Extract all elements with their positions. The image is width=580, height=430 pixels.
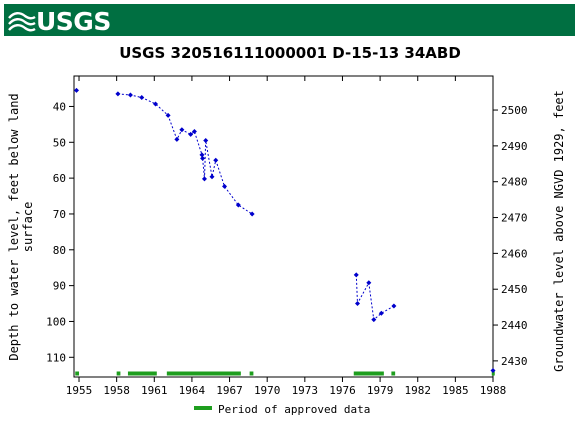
approved-period-bar	[391, 371, 396, 376]
y-axis-right: 2430 2440 2450 2460 2470 2480 2490 2500	[493, 104, 528, 368]
y-right-tick-label: 2470	[501, 212, 528, 225]
y-right-tick-label: 2490	[501, 140, 528, 153]
legend: Period of approved data	[194, 403, 370, 416]
x-axis: 1955 1958 1961 1964 1967 1970 1973 1976 1979 1982…	[66, 76, 506, 397]
data-point	[201, 176, 207, 182]
x-tick-label: 1961	[141, 384, 168, 397]
y-right-tick-label: 2430	[501, 355, 528, 368]
approved-period-bar	[166, 371, 241, 376]
data-point	[127, 92, 133, 98]
y-axis-left: 40 50 60 70 80 90 100 110	[46, 100, 74, 364]
y-right-tick-label: 2460	[501, 247, 528, 260]
series-points	[74, 87, 496, 374]
y-axis-right-title: Groundwater level above NGVD 1929, feet	[552, 90, 566, 372]
data-point	[249, 211, 255, 217]
data-point	[200, 155, 206, 161]
y-left-tick-label: 100	[46, 315, 66, 328]
x-tick-label: 1967	[216, 384, 243, 397]
usgs-header-bar: USGS	[4, 4, 575, 36]
x-tick-label: 1976	[329, 384, 356, 397]
series-connectors	[117, 93, 395, 321]
y-left-tick-label: 70	[53, 208, 66, 221]
chart-title: USGS 320516111000001 D-15-13 34ABD	[119, 44, 461, 62]
data-point	[191, 129, 197, 135]
data-point	[378, 310, 384, 316]
y-left-tick-label: 60	[53, 172, 66, 185]
data-point	[391, 303, 397, 309]
data-point	[235, 202, 241, 208]
data-point	[209, 174, 215, 180]
y-left-tick-label: 80	[53, 244, 66, 257]
y-right-tick-label: 2440	[501, 319, 528, 332]
legend-label: Period of approved data	[218, 403, 370, 416]
plot-area-frame	[73, 75, 494, 378]
approved-period-bar	[491, 371, 495, 376]
approved-periods	[75, 371, 495, 376]
x-tick-label: 1979	[367, 384, 394, 397]
approved-period-bar	[353, 371, 384, 376]
data-point	[188, 131, 194, 137]
usgs-logo-text: USGS	[36, 7, 111, 36]
data-point	[213, 157, 219, 163]
data-point	[199, 152, 205, 158]
y-left-tick-label: 90	[53, 280, 66, 293]
data-point	[74, 87, 80, 93]
x-tick-label: 1970	[254, 384, 281, 397]
data-point	[174, 136, 180, 142]
legend-swatch	[194, 406, 212, 410]
x-tick-label: 1958	[103, 384, 130, 397]
data-point	[115, 91, 121, 97]
approved-period-bar	[249, 371, 254, 376]
x-tick-label: 1988	[480, 384, 507, 397]
approved-period-bar	[75, 371, 80, 376]
x-tick-label: 1973	[292, 384, 319, 397]
data-point	[353, 272, 359, 278]
data-point	[139, 95, 145, 100]
x-tick-label: 1964	[179, 384, 206, 397]
data-point	[179, 127, 185, 133]
approved-period-bar	[116, 371, 121, 376]
y-right-tick-label: 2450	[501, 283, 528, 296]
data-point	[371, 317, 377, 323]
data-point	[366, 280, 372, 286]
usgs-logo: USGS	[8, 7, 111, 36]
x-tick-label: 1985	[442, 384, 469, 397]
data-point	[355, 301, 361, 307]
y-right-tick-label: 2500	[501, 104, 528, 117]
x-tick-label: 1982	[404, 384, 431, 397]
data-point	[222, 183, 228, 189]
series-connector	[355, 274, 395, 321]
data-point	[203, 138, 209, 143]
y-axis-left-title-line2: surface	[21, 202, 35, 253]
usgs-wave-icon	[8, 12, 36, 32]
data-point	[165, 112, 171, 118]
y-axis-left-title-line1: Depth to water level, feet below land	[7, 93, 21, 360]
y-right-tick-label: 2480	[501, 176, 528, 189]
series-connector	[117, 93, 253, 215]
y-left-tick-label: 40	[53, 100, 66, 113]
y-left-tick-label: 110	[46, 351, 66, 364]
data-point	[490, 368, 496, 374]
approved-period-bar	[127, 371, 157, 376]
y-left-tick-label: 50	[53, 136, 66, 149]
data-point	[153, 101, 159, 107]
x-tick-label: 1955	[66, 384, 93, 397]
